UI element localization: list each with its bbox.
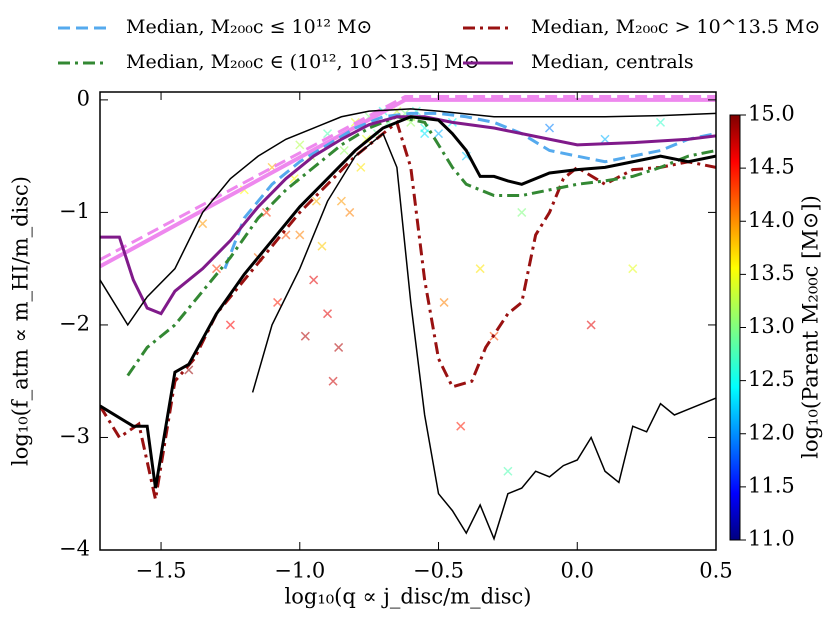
scatter-point [339,145,349,156]
scatter-point [198,219,208,229]
scatter-point [439,297,449,307]
scatter-point [328,376,338,386]
legend-label: Median, M₂₀₀c ∈ (10¹², 10^13.5] M⊙ [126,51,480,73]
scatter-point [334,342,344,352]
y-tick-label: −1 [59,199,90,223]
colorbar-tick-label: 13.5 [748,261,795,285]
y-tick-label: −4 [59,537,90,561]
scatter-point [356,162,366,172]
colorbar-tick-label: 14.5 [748,155,795,179]
plot-area [100,95,716,541]
colorbar-tick-label: 12.0 [748,420,795,444]
scatter-point [212,264,222,274]
scatter-point [433,129,444,139]
colorbar-tick-label: 11.5 [748,473,795,497]
scatter-point [309,275,319,285]
scatter-point [336,196,346,206]
scatter-point [600,134,610,144]
scatter-point [544,123,555,133]
series-line [100,115,716,489]
scatter-point [311,196,321,206]
colorbar-tick-label: 15.0 [748,102,795,126]
legend-label: Median, centrals [531,51,694,73]
y-tick-label: −2 [59,311,90,335]
scatter-point [345,207,355,217]
scatter-point [323,309,333,319]
x-tick-label: 0.5 [699,559,732,583]
series-line [100,115,716,316]
scatter-point [517,207,527,217]
scatter-point [586,320,596,330]
scatter-point [628,264,638,274]
scatter-point [456,421,466,431]
series-line [251,132,716,541]
frame [99,91,717,551]
scatter-point [295,140,305,150]
series-line [100,119,716,500]
colorbar-tick-label: 11.0 [748,527,795,551]
x-tick-label: 0.0 [561,559,594,583]
series-line [223,111,716,270]
scatter-point [475,264,485,274]
series-line [100,108,716,327]
series-line [126,115,716,377]
scatter-point [225,320,235,330]
legend-label: Median, M₂₀₀c > 10^13.5 M⊙ [531,16,820,38]
scatter-point [317,241,327,251]
scatter-point [503,466,513,476]
scatter-point [300,331,310,341]
scatter-point [655,117,666,127]
x-tick-label: −0.5 [413,559,464,583]
colorbar [729,114,741,541]
series-line [100,95,716,261]
colorbar-label: log₁₀(Parent M₂₀₀c [M⊙]) [799,195,823,459]
y-tick-label: 0 [77,86,90,110]
scatter-point [295,230,305,240]
colorbar-tick-label: 12.5 [748,367,795,391]
x-tick-label: −1.5 [136,559,187,583]
x-axis-label: log₁₀(q ∝ j_disc/m_disc) [285,585,532,609]
scatter-point [261,207,272,217]
x-tick-label: −1.0 [274,559,325,583]
colorbar-tick-label: 13.0 [748,314,795,338]
series-line [100,97,716,269]
colorbar-tick-label: 14.0 [748,208,795,232]
scatter-point [273,297,283,307]
y-axis-label: log₁₀(f_atm ∝ m_HI/m_disc) [9,176,33,466]
y-tick-label: −3 [59,424,90,448]
legend-label: Median, M₂₀₀c ≤ 10¹² M⊙ [126,16,372,38]
